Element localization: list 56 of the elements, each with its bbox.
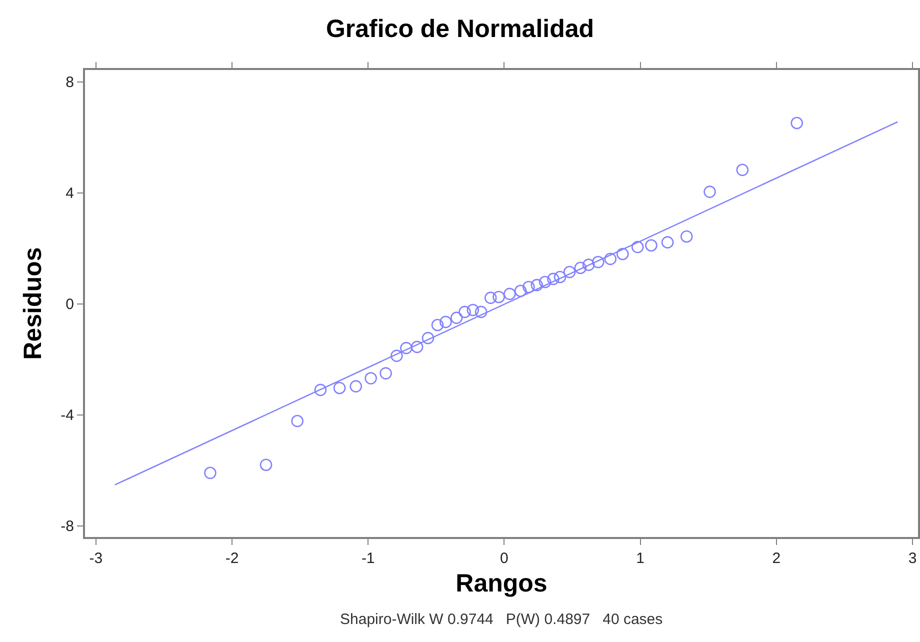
point bbox=[474, 306, 488, 318]
point bbox=[380, 367, 392, 380]
point bbox=[390, 350, 403, 362]
point bbox=[680, 230, 693, 243]
point bbox=[645, 239, 658, 252]
point bbox=[350, 380, 362, 392]
point bbox=[522, 280, 535, 294]
point bbox=[790, 116, 804, 130]
y-tick-label: 0 bbox=[66, 296, 74, 314]
point bbox=[450, 312, 463, 324]
point bbox=[333, 382, 346, 394]
point bbox=[547, 272, 560, 286]
y-tick-label: -8 bbox=[60, 518, 74, 536]
point bbox=[736, 164, 749, 176]
x-tick-label: 1 bbox=[636, 550, 644, 567]
y-tick-label: 8 bbox=[66, 74, 74, 92]
chart-title: Grafico de Normalidad bbox=[326, 14, 594, 43]
point bbox=[410, 340, 424, 354]
point bbox=[364, 372, 377, 384]
x-axis-title: Rangos bbox=[456, 570, 548, 598]
point bbox=[574, 262, 587, 274]
point bbox=[440, 316, 452, 328]
point bbox=[631, 240, 644, 254]
point bbox=[260, 458, 272, 472]
x-tick-label: 0 bbox=[500, 550, 508, 567]
x-tick-label: 3 bbox=[908, 550, 917, 567]
x-tick-label: 2 bbox=[772, 550, 781, 567]
point bbox=[530, 278, 544, 292]
text: Shapiro-Wilk W 0.9744 P(W) 0.4897 40 cases bbox=[340, 611, 663, 628]
y-axis-title: Residuos bbox=[18, 247, 47, 360]
point bbox=[204, 466, 216, 480]
point bbox=[604, 252, 617, 266]
point bbox=[291, 414, 304, 428]
point bbox=[514, 284, 527, 298]
y-tick-label: -4 bbox=[60, 407, 74, 424]
point bbox=[466, 304, 480, 316]
point bbox=[458, 306, 471, 318]
point bbox=[484, 292, 497, 304]
point bbox=[582, 258, 595, 271]
point bbox=[400, 342, 412, 354]
point bbox=[704, 186, 716, 198]
x-tick-label: -3 bbox=[89, 550, 103, 567]
point bbox=[504, 288, 516, 300]
x-tick-label: -2 bbox=[225, 550, 239, 567]
point bbox=[492, 290, 505, 304]
point bbox=[431, 318, 444, 332]
y-tick-label: 4 bbox=[66, 185, 74, 202]
point bbox=[616, 248, 629, 260]
x-tick-label: -1 bbox=[361, 550, 375, 567]
point bbox=[563, 266, 576, 278]
point bbox=[538, 276, 552, 288]
point bbox=[422, 332, 434, 344]
point bbox=[592, 256, 604, 268]
point bbox=[314, 384, 327, 396]
point bbox=[661, 236, 674, 248]
point bbox=[554, 270, 566, 284]
